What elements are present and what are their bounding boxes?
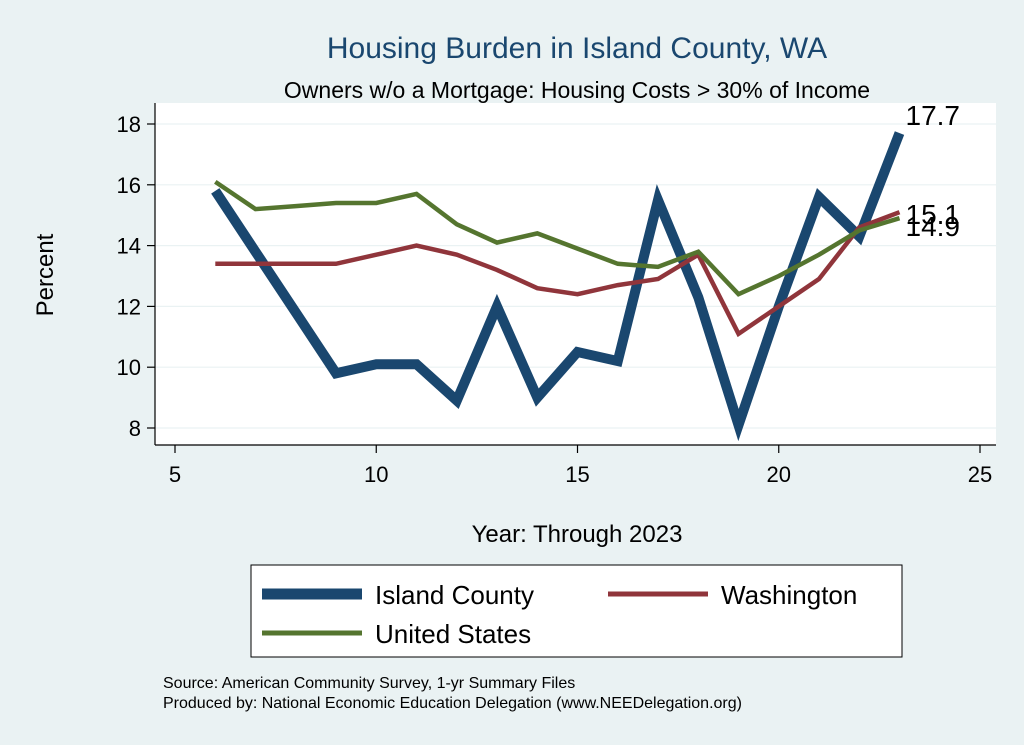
- x-tick-label-10: 10: [364, 462, 388, 487]
- x-axis-title: Year: Through 2023: [472, 521, 683, 548]
- series-line-washington: [215, 210, 901, 338]
- chart-subtitle: Owners w/o a Mortgage: Housing Costs > 3…: [284, 77, 870, 103]
- end-label-united-states: 14.9: [906, 211, 961, 242]
- series-line-island-county: [211, 131, 905, 442]
- legend-box: [250, 564, 903, 658]
- y-tick-label-8: 8: [129, 416, 141, 441]
- series-line-united-states: [214, 179, 901, 297]
- y-tick-label-16: 16: [117, 173, 141, 198]
- y-tick-label-18: 18: [117, 112, 141, 137]
- plot-area: [155, 103, 996, 445]
- chart-title: Housing Burden in Island County, WA: [327, 32, 827, 65]
- end-label-washington: 15.1: [906, 199, 961, 230]
- source-note: Source: American Community Survey, 1-yr …: [163, 675, 575, 692]
- legend-label-island-county: Island County: [375, 580, 534, 610]
- axes: 8 10 12 14 16 18 5 10 15 20 25: [117, 103, 996, 487]
- x-tick-label-20: 20: [767, 462, 791, 487]
- legend-label-washington: Washington: [721, 580, 857, 610]
- legend-label-united-states: United States: [375, 619, 531, 649]
- y-tick-label-12: 12: [117, 294, 141, 319]
- producer-note: Produced by: National Economic Education…: [163, 695, 742, 712]
- x-tick-label-5: 5: [169, 462, 181, 487]
- y-tick-label-14: 14: [117, 234, 141, 259]
- x-tick-label-15: 15: [565, 462, 589, 487]
- end-label-island-county: 17.7: [906, 100, 961, 131]
- end-labels: 17.7 15.114.9: [906, 100, 961, 242]
- legend: Island County Washington United States: [250, 564, 903, 658]
- y-tick-label-10: 10: [117, 355, 141, 380]
- y-axis-title: Percent: [32, 233, 59, 316]
- x-tick-label-25: 25: [968, 462, 992, 487]
- series-lines: [211, 131, 905, 442]
